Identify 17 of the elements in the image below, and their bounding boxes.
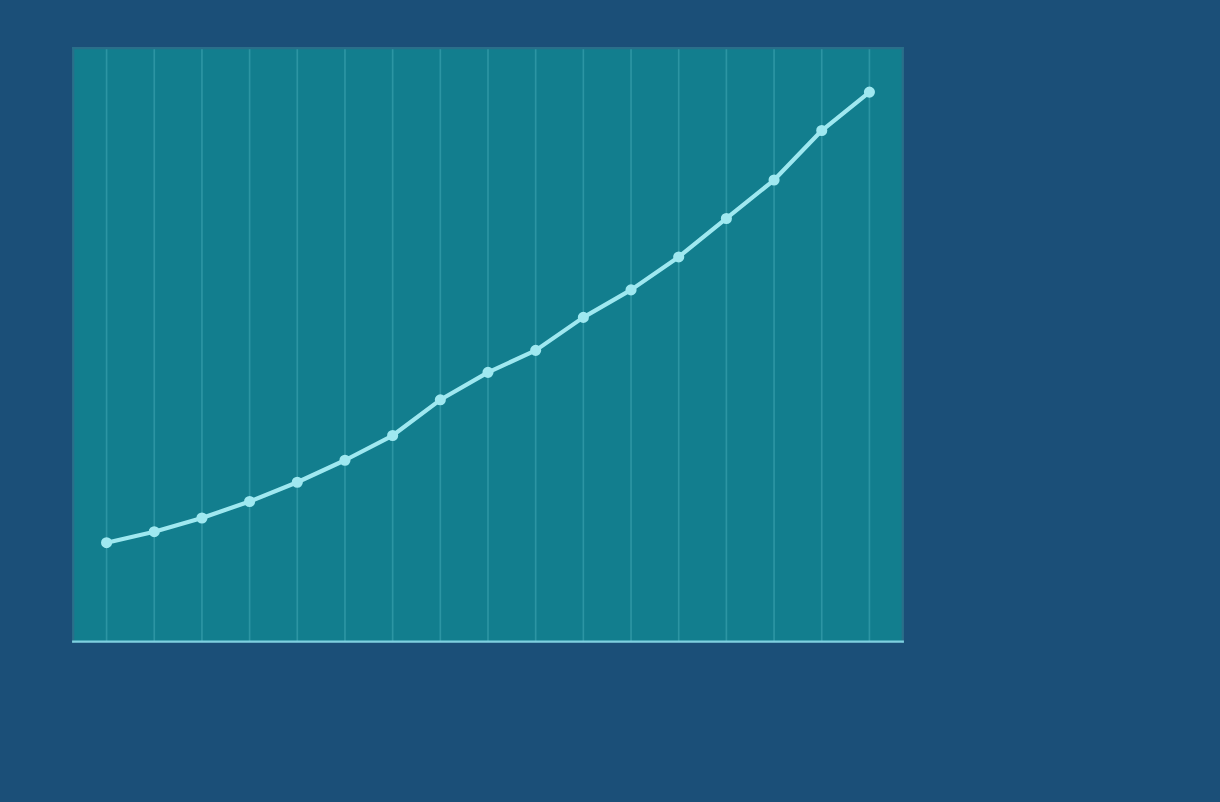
point: [768, 174, 780, 186]
point: [673, 251, 685, 263]
point: [387, 429, 399, 442]
point: [101, 537, 113, 549]
point: [434, 394, 446, 406]
point: [339, 454, 351, 466]
point: [482, 366, 494, 378]
point: [530, 344, 542, 356]
point: [863, 86, 875, 98]
point: [625, 284, 637, 296]
point: [291, 476, 303, 488]
point: [196, 512, 208, 524]
point: [816, 124, 828, 137]
point: [244, 495, 256, 508]
point: [577, 311, 589, 323]
point: [720, 212, 732, 225]
point: [148, 526, 160, 538]
